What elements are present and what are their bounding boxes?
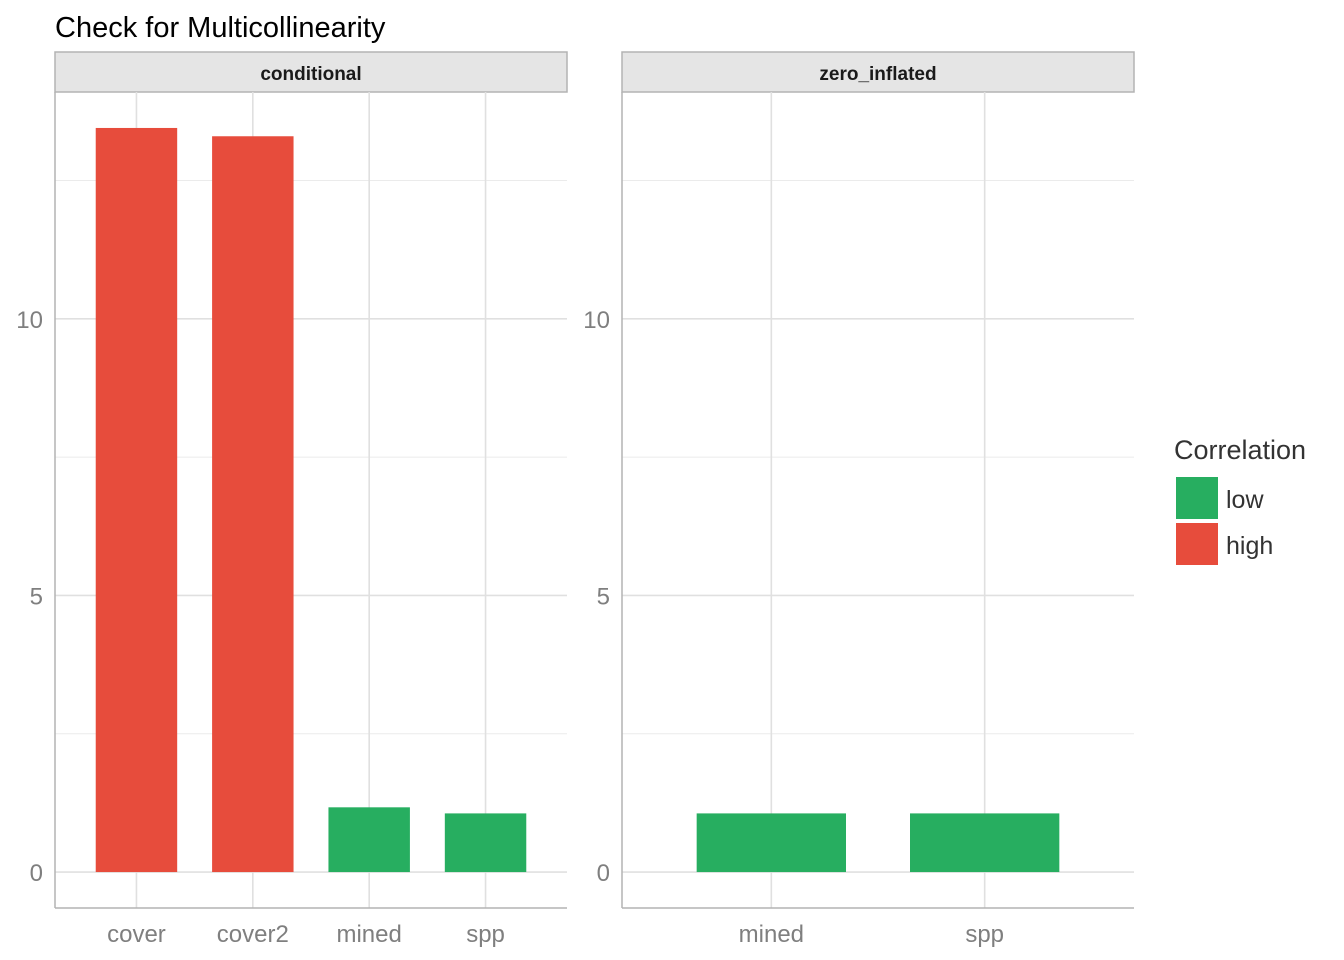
y-tick-label: 10 — [16, 307, 43, 334]
facet-strip — [621, 51, 1135, 93]
bar-conditional-mined — [328, 807, 410, 873]
bar-conditional-cover — [95, 127, 178, 873]
x-tick-label: cover — [107, 921, 166, 948]
y-tick-label: 5 — [597, 583, 610, 610]
panel-conditional: conditional 0 5 10 cover cover2 mined spp — [16, 51, 568, 948]
legend-title: Correlation — [1174, 435, 1306, 465]
y-tick-label: 5 — [30, 583, 43, 610]
chart-title: Check for Multicollinearity — [55, 12, 386, 44]
x-tick-label: mined — [739, 921, 804, 948]
facet-strip — [54, 51, 568, 93]
legend-key-high — [1176, 523, 1218, 565]
x-tick-label: mined — [336, 921, 401, 948]
x-tick-label: spp — [965, 921, 1004, 948]
panel-zero_inflated: zero_inflated 0 5 10 mined spp — [583, 51, 1135, 948]
bar-conditional-cover2 — [212, 136, 294, 873]
legend-label-high: high — [1226, 532, 1273, 560]
bar-zero_inflated-mined — [696, 813, 846, 873]
bar-conditional-spp — [444, 813, 527, 873]
y-tick-label: 0 — [597, 860, 610, 887]
y-tick-label: 10 — [583, 307, 610, 334]
facet-strip-label: conditional — [260, 64, 361, 85]
legend-label-low: low — [1226, 486, 1264, 514]
bar-zero_inflated-spp — [910, 813, 1060, 873]
x-tick-label: cover2 — [217, 921, 289, 948]
legend: Correlation low high — [1174, 435, 1306, 565]
y-tick-label: 0 — [30, 860, 43, 887]
legend-key-low — [1176, 477, 1218, 519]
x-tick-label: spp — [466, 921, 505, 948]
facet-strip-label: zero_inflated — [819, 64, 936, 85]
